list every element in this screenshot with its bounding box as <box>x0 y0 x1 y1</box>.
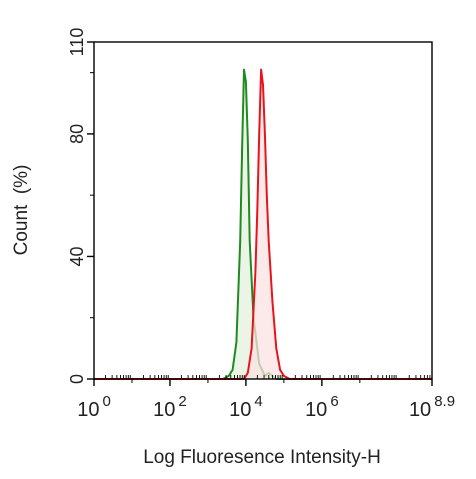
y-tick-label: 0 <box>67 374 87 384</box>
x-tick-label: 10 8.9 <box>409 393 455 421</box>
x-axis-ticks: 10 0 10 2 10 4 10 6 10 8.9 <box>77 379 455 421</box>
x-tick-label: 10 0 <box>77 393 111 421</box>
plot-frame <box>93 41 433 380</box>
x-tick-label: 10 6 <box>305 393 339 421</box>
plot-area <box>93 41 433 383</box>
y-axis-title: Count (%) <box>11 165 32 256</box>
x-axis-title: Log Fluoresence Intensity-H <box>143 447 381 468</box>
x-tick-label: 10 4 <box>229 393 263 421</box>
series-2-fill <box>94 69 432 379</box>
y-tick-label: 80 <box>67 124 87 144</box>
series-2-line <box>94 68 432 380</box>
y-tick-label: 40 <box>67 246 87 266</box>
y-axis-ticks: 0 40 80 110 <box>67 28 94 384</box>
series-layer <box>94 68 432 380</box>
x-minor-ticks <box>104 375 431 383</box>
x-tick-label: 10 2 <box>153 393 187 421</box>
y-tick-label: 110 <box>67 28 87 57</box>
